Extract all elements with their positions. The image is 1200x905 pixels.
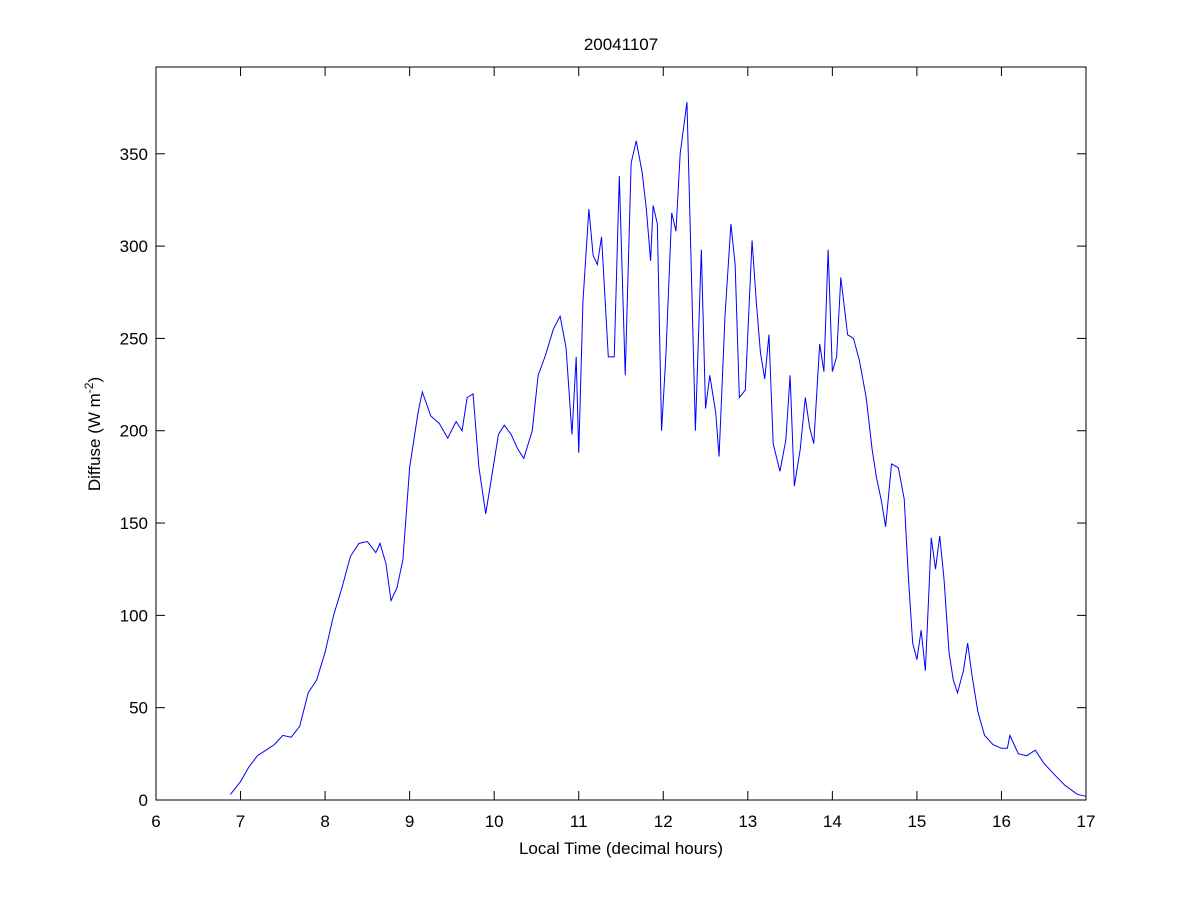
x-tick-label: 11 [570,812,588,831]
x-tick-label: 12 [654,812,673,831]
y-label-superscript: -2 [82,382,96,393]
chart-title: 20041107 [584,35,658,54]
x-tick-label: 17 [1077,812,1096,831]
plot-area [155,66,1087,801]
data-line [230,102,1087,797]
y-tick-label: 100 [120,606,148,625]
y-label-main: Diffuse (W m [85,393,104,491]
y-tick-label: 300 [120,237,148,256]
y-tick-label: 350 [120,145,148,164]
x-tick-label: 13 [738,812,757,831]
x-tick-label: 10 [485,812,504,831]
x-tick-label: 9 [405,812,414,831]
x-tick-label: 7 [236,812,245,831]
y-label-close: ) [85,377,104,383]
x-tick-label: 8 [320,812,329,831]
y-tick-label: 250 [120,329,148,348]
y-tick-label: 50 [129,699,148,718]
x-tick-label: 15 [907,812,926,831]
x-tick-label: 14 [823,812,842,831]
y-tick-label: 0 [139,791,148,810]
x-tick-label: 6 [151,812,160,831]
y-tick-label: 150 [120,514,148,533]
x-axis-label: Local Time (decimal hours) [519,839,723,858]
y-tick-label: 200 [120,422,148,441]
y-axis-label: Diffuse (W m-2) [82,377,104,491]
x-tick-label: 16 [992,812,1011,831]
